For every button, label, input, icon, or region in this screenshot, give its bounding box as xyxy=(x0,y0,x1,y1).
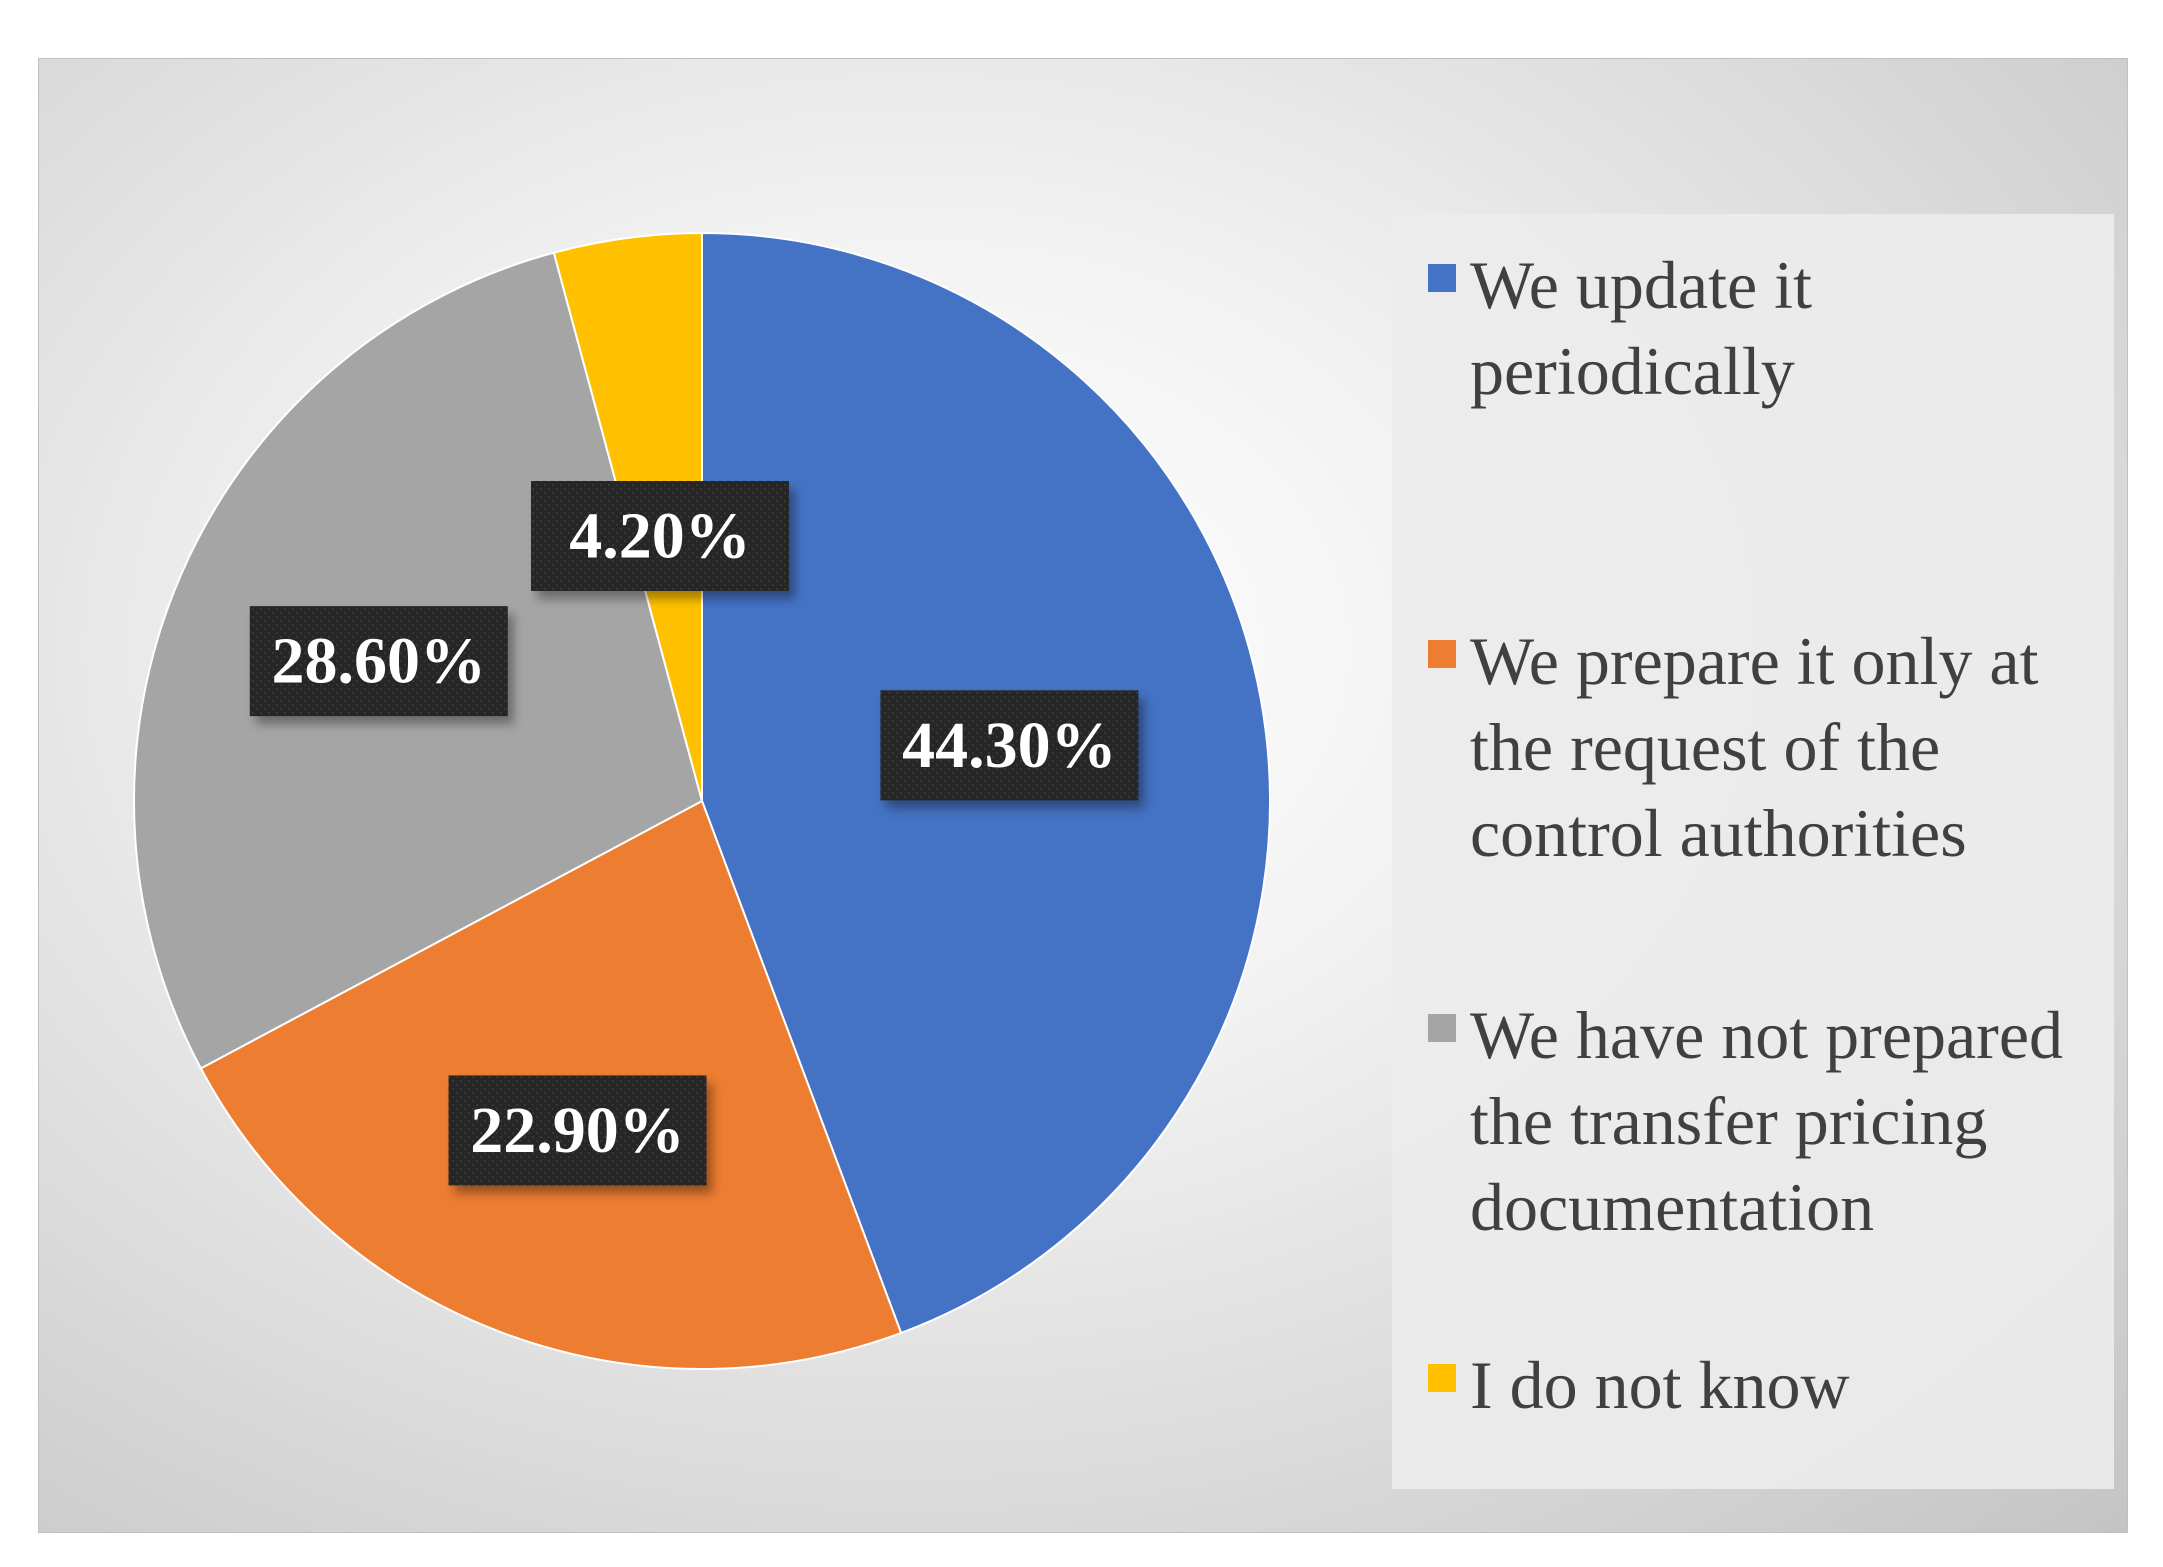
legend-item-update-periodically: We update it periodically xyxy=(1428,242,2090,414)
svg-text:28.60%: 28.60% xyxy=(272,625,487,698)
svg-text:44.30%: 44.30% xyxy=(902,709,1117,782)
data-label-box xyxy=(448,1075,707,1186)
pie-chart: 44.30% 22.90% 28.60% 4.20% xyxy=(133,231,1271,1370)
legend-label: I do not know xyxy=(1470,1347,1850,1423)
legend-item-do-not-know: I do not know xyxy=(1428,1342,2090,1428)
legend-label: We update it periodically xyxy=(1470,247,1812,409)
data-label: 28.60% xyxy=(249,606,508,717)
svg-text:22.90%: 22.90% xyxy=(470,1094,685,1167)
legend-swatch-orange xyxy=(1428,640,1456,668)
legend-swatch-yellow xyxy=(1428,1364,1456,1392)
legend-swatch-gray xyxy=(1428,1014,1456,1042)
legend-item-prepare-on-request: We prepare it only at the request of the… xyxy=(1428,618,2090,876)
legend-swatch-blue xyxy=(1428,264,1456,292)
data-label-box xyxy=(249,606,508,717)
legend-label: We prepare it only at the request of the… xyxy=(1470,623,2039,871)
legend: We update it periodically We prepare it … xyxy=(1392,214,2114,1489)
legend-item-not-prepared: We have not prepared the transfer pricin… xyxy=(1428,992,2090,1250)
data-label-box xyxy=(880,690,1139,801)
svg-text:4.20%: 4.20% xyxy=(569,500,751,573)
data-label: 4.20% xyxy=(531,481,789,591)
chart-area: 44.30% 22.90% 28.60% 4.20% We update it per… xyxy=(38,58,2128,1533)
data-label: 22.90% xyxy=(448,1075,707,1186)
data-label-box xyxy=(531,481,789,591)
data-label: 44.30% xyxy=(880,690,1139,801)
legend-label: We have not prepared the transfer pricin… xyxy=(1470,997,2064,1245)
